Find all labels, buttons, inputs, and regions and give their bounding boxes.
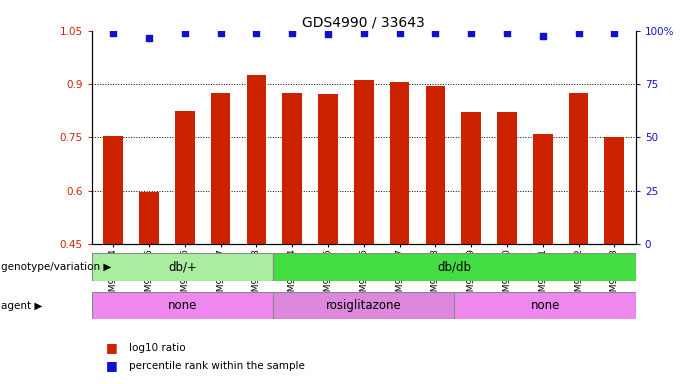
Bar [426, 86, 445, 244]
Text: ■: ■ [105, 359, 117, 372]
Text: none: none [168, 299, 197, 312]
Bar [92, 292, 273, 319]
Title: GDS4990 / 33643: GDS4990 / 33643 [303, 16, 425, 30]
Bar [533, 134, 553, 244]
Point [143, 35, 154, 41]
Bar [175, 111, 194, 244]
Bar [211, 93, 231, 244]
Point [502, 30, 513, 36]
Bar [354, 81, 373, 244]
Point [537, 33, 548, 39]
Text: ■: ■ [105, 341, 117, 354]
Bar [92, 253, 273, 281]
Text: none: none [530, 299, 560, 312]
Point [180, 30, 190, 36]
Point [573, 30, 584, 36]
Text: db/db: db/db [437, 261, 471, 274]
Point [609, 30, 619, 36]
Bar [390, 82, 409, 244]
Bar [273, 253, 636, 281]
Bar [497, 113, 517, 244]
Bar [273, 292, 454, 319]
Bar [605, 137, 624, 244]
Text: percentile rank within the sample: percentile rank within the sample [129, 361, 305, 371]
Point [394, 30, 405, 36]
Point [108, 30, 119, 36]
Bar [568, 93, 588, 244]
Text: db/+: db/+ [168, 261, 197, 274]
Point [322, 31, 333, 37]
Point [215, 30, 226, 36]
Bar [103, 136, 123, 244]
Point [358, 30, 369, 36]
Text: log10 ratio: log10 ratio [129, 343, 186, 353]
Text: rosiglitazone: rosiglitazone [326, 299, 402, 312]
Text: agent ▶: agent ▶ [1, 301, 42, 311]
Bar [247, 75, 267, 244]
Bar [282, 93, 302, 244]
Point [251, 30, 262, 36]
Point [430, 30, 441, 36]
Bar [461, 113, 481, 244]
Bar [454, 292, 636, 319]
Bar [139, 192, 159, 244]
Point [466, 30, 477, 36]
Point [287, 30, 298, 36]
Text: genotype/variation ▶: genotype/variation ▶ [1, 262, 111, 272]
Bar [318, 94, 338, 244]
